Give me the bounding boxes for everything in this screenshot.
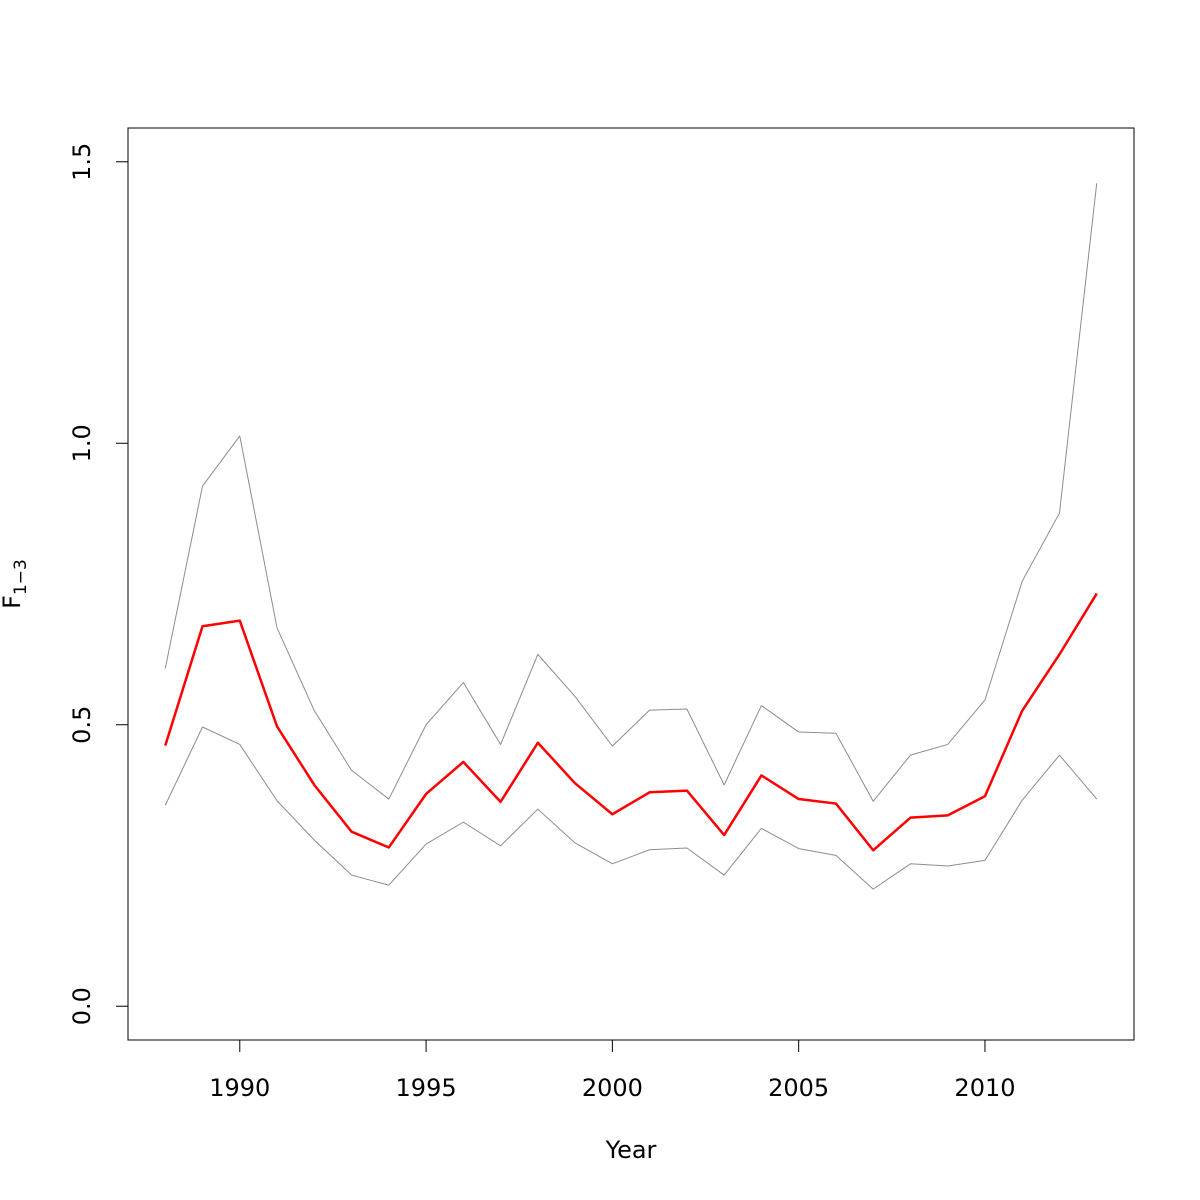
x-tick-label: 1995: [396, 1074, 457, 1102]
x-tick-label: 2000: [582, 1074, 643, 1102]
series-upper-bound-line: [164, 183, 1098, 802]
y-tick-label: 1.5: [68, 143, 96, 181]
plot-frame: [127, 127, 1135, 1041]
y-axis: 0.0 0.5 1.0 1.5: [68, 143, 129, 1025]
y-axis-title-subscript: 1−3: [11, 559, 31, 595]
series-estimate-line: [164, 592, 1098, 852]
x-axis-title: Year: [605, 1136, 657, 1164]
x-tick-label: 1990: [209, 1074, 270, 1102]
x-tick-label: 2010: [954, 1074, 1015, 1102]
y-tick-label: 0.0: [68, 987, 96, 1025]
x-axis: 1990 1995 2000 2005 2010: [209, 1039, 1016, 1102]
y-tick-label: 0.5: [68, 706, 96, 744]
y-axis-title: F1−3: [0, 559, 31, 609]
series-lower-bound-line: [164, 726, 1098, 890]
y-tick-label: 1.0: [68, 424, 96, 462]
series-layer: [164, 183, 1098, 890]
x-tick-label: 2005: [768, 1074, 829, 1102]
y-axis-title-main: F: [0, 595, 26, 609]
